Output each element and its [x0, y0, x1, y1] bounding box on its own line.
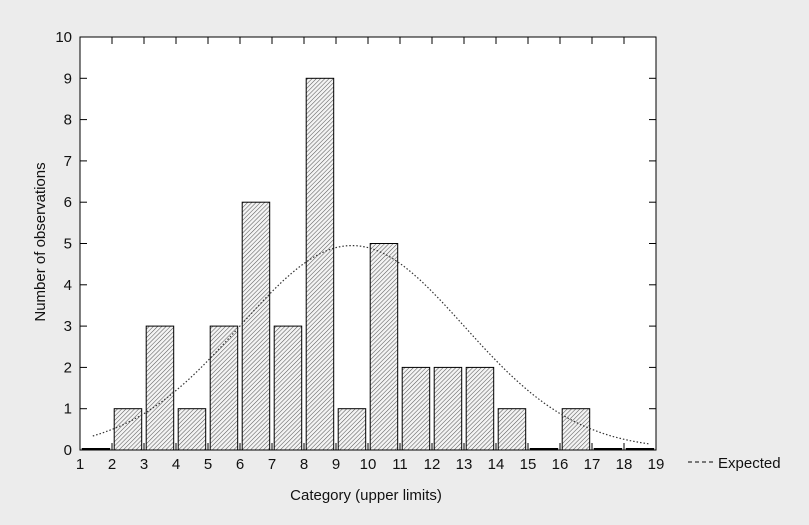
x-tick-label-12: 12: [424, 456, 441, 473]
x-tick-label-5: 5: [204, 456, 212, 473]
x-tick-label-11: 11: [392, 456, 408, 473]
bar-15: [497, 408, 527, 451]
legend: Expected: [688, 455, 781, 472]
bar-7: [241, 201, 271, 451]
bar-3: [113, 408, 143, 451]
x-tick-label-6: 6: [236, 456, 244, 473]
bar-14: [465, 366, 495, 451]
bar-6: [209, 325, 239, 451]
expected-curve: [92, 245, 650, 445]
x-tick-label-1: 1: [76, 456, 84, 473]
plot-area: [80, 37, 656, 450]
legend-expected-label: Expected: [718, 455, 781, 472]
x-tick-label-9: 9: [332, 456, 340, 473]
x-tick-label-16: 16: [552, 456, 569, 473]
y-axis-title: Number of observations: [32, 162, 49, 321]
x-tick-label-13: 13: [456, 456, 473, 473]
x-tick-label-3: 3: [140, 456, 148, 473]
y-tick-label-4: 4: [64, 277, 72, 294]
y-axis: 0 1 2 3 4 5 6 7 8 9 10: [55, 29, 656, 459]
x-tick-label-4: 4: [172, 456, 180, 473]
x-tick-label-15: 15: [520, 456, 537, 473]
bar-4: [145, 325, 175, 451]
bar-9: [305, 77, 335, 451]
bars-group: [81, 77, 655, 451]
y-tick-label-10: 10: [55, 29, 72, 46]
x-tick-label-8: 8: [300, 456, 308, 473]
bar-11: [369, 243, 399, 451]
bar-5: [177, 408, 207, 451]
y-tick-label-1: 1: [64, 401, 72, 418]
x-tick-label-2: 2: [108, 456, 116, 473]
y-tick-label-7: 7: [64, 153, 72, 170]
bar-10: [337, 408, 367, 451]
y-tick-label-0: 0: [64, 442, 72, 459]
x-tick-label-18: 18: [616, 456, 633, 473]
bar-8: [273, 325, 303, 451]
x-axis: 1 2 3 4 5 6 7 8 9 10 11 12 13 14 15 16 17 18 19: [76, 37, 665, 473]
y-tick-label-6: 6: [64, 194, 72, 211]
y-tick-label-3: 3: [64, 318, 72, 335]
bar-13: [433, 366, 463, 451]
x-tick-label-17: 17: [584, 456, 601, 473]
y-tick-label-2: 2: [64, 359, 72, 376]
bar-17: [561, 408, 591, 451]
y-tick-label-5: 5: [64, 236, 72, 253]
x-tick-label-10: 10: [360, 456, 377, 473]
y-tick-label-9: 9: [64, 70, 72, 87]
x-tick-label-7: 7: [268, 456, 276, 473]
y-tick-label-8: 8: [64, 112, 72, 129]
x-axis-title: Category (upper limits): [290, 487, 442, 504]
bar-12: [401, 366, 431, 451]
x-tick-label-19: 19: [648, 456, 665, 473]
expected-curve-group: [92, 245, 650, 445]
x-tick-label-14: 14: [488, 456, 505, 473]
